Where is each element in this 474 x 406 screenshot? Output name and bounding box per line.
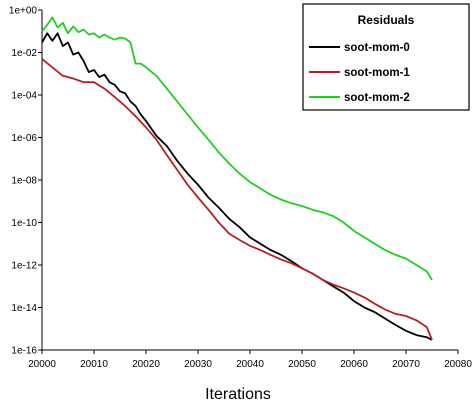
y-tick-label: 1e-14 [11, 303, 37, 314]
x-tick-label: 20020 [132, 359, 160, 370]
series-line-soot-mom-0 [41, 32, 433, 341]
series-line-soot-mom-1 [41, 58, 433, 341]
y-tick-label: 1e-10 [11, 218, 37, 229]
series-layer [41, 16, 433, 341]
y-tick-label: 1e-16 [11, 346, 37, 357]
legend-label-soot-mom-1: soot-mom-1 [344, 67, 410, 79]
legend-label-soot-mom-0: soot-mom-0 [344, 42, 410, 54]
y-tick-label: 1e-02 [11, 48, 37, 59]
legend: Residuals soot-mom-0 soot-mom-1 soot-mom-2 [302, 3, 470, 111]
legend-label-soot-mom-2: soot-mom-2 [344, 92, 410, 104]
x-tick-label: 20040 [236, 359, 264, 370]
y-tick-label: 1e-04 [11, 91, 37, 102]
series-line-soot-mom-2 [41, 16, 433, 281]
y-tick-label: 1e-08 [11, 176, 37, 187]
x-axis-label: Iterations [205, 386, 271, 403]
x-tick-label: 20050 [288, 359, 316, 370]
y-tick-label: 1e-12 [11, 261, 37, 272]
x-axis: 20000 20010 20020 20030 20040 20050 20060 20070… [28, 350, 472, 370]
legend-title: Residuals [358, 13, 415, 27]
x-tick-label: 20010 [80, 359, 108, 370]
x-tick-label: 20080 [444, 359, 472, 370]
x-tick-label: 20030 [184, 359, 212, 370]
x-tick-label: 20060 [340, 359, 368, 370]
x-tick-label: 20070 [392, 359, 420, 370]
y-axis: 1e+00 1e-02 1e-04 1e-06 1e-08 1e-10 1e-12 1e-14… [9, 6, 42, 357]
y-tick-label: 1e+00 [9, 6, 38, 17]
legend-box [302, 3, 470, 111]
y-tick-label: 1e-06 [11, 133, 37, 144]
x-tick-label: 20000 [28, 359, 56, 370]
